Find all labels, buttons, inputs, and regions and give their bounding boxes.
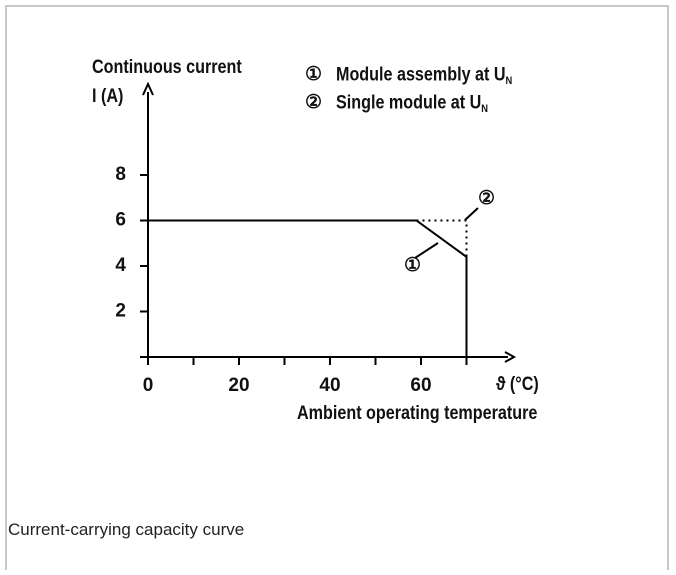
annotation-arrow — [464, 207, 479, 221]
legend-text: Module assembly at U — [336, 63, 506, 85]
y-tick-label: 2 — [115, 301, 126, 322]
y-tick-label: 8 — [115, 164, 126, 185]
x-tick-label: 0 — [143, 375, 154, 396]
legend-subscript: N — [506, 75, 513, 87]
legend-label: Single module at UN — [336, 91, 488, 115]
frame — [5, 5, 669, 570]
x-axis-unit: ϑ (°C) — [496, 373, 539, 395]
x-tick-label: 40 — [319, 375, 340, 396]
legend-marker: ① — [305, 64, 322, 85]
legend-marker: ② — [305, 92, 322, 113]
chart: Continuous current I (A) ϑ (°C) Ambient … — [92, 56, 539, 424]
x-axis-label: Ambient operating temperature — [297, 402, 538, 424]
caption: Current-carrying capacity curve — [8, 520, 245, 539]
axes — [140, 81, 517, 363]
y-tick-label: 4 — [115, 255, 126, 276]
series-line — [148, 219, 468, 357]
annotation: ② — [478, 188, 495, 209]
x-tick-label: 60 — [410, 375, 431, 396]
legend-text: Single module at U — [336, 91, 481, 113]
legend-label: Module assembly at UN — [336, 63, 512, 87]
legend-subscript: N — [481, 103, 488, 115]
x-arrow — [504, 351, 517, 363]
y-arrow — [142, 81, 154, 96]
annotation-arrow — [414, 242, 439, 259]
y-axis-label: I (A) — [92, 85, 123, 107]
y-axis-label: Continuous current — [92, 56, 242, 78]
y-tick-label: 6 — [115, 210, 126, 231]
x-tick-label: 20 — [228, 375, 249, 396]
annotation: ① — [404, 255, 421, 276]
